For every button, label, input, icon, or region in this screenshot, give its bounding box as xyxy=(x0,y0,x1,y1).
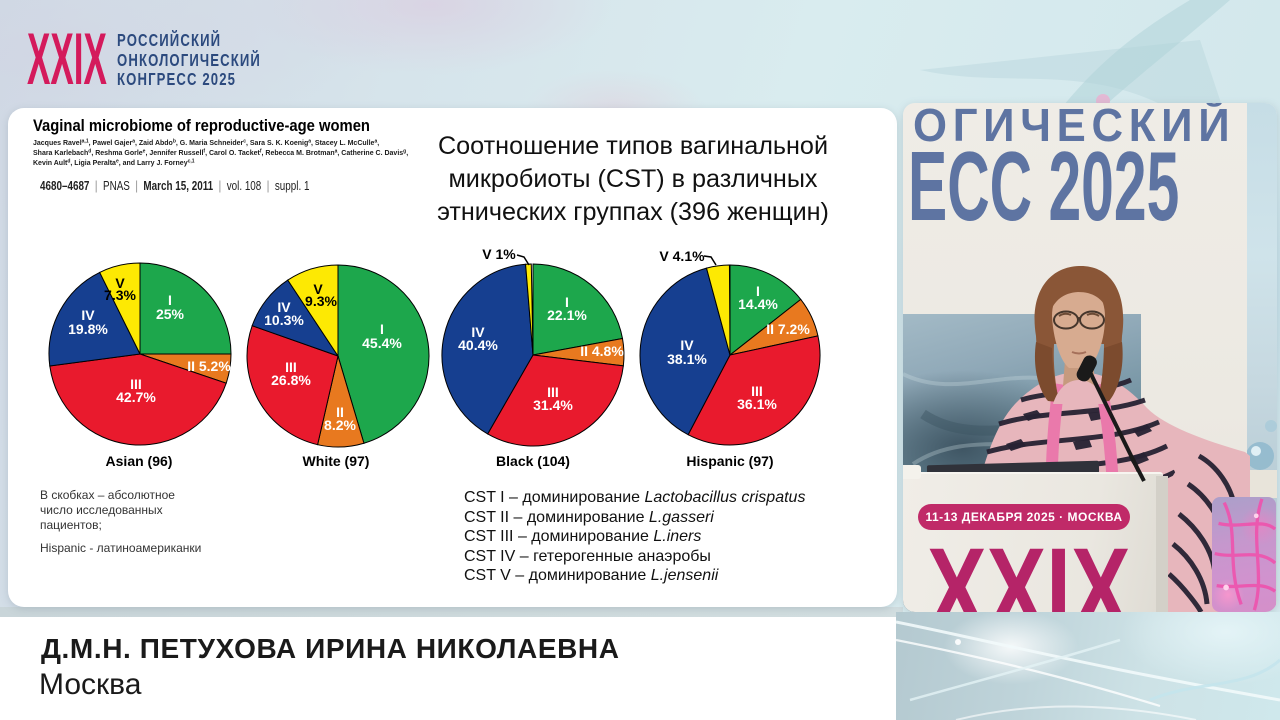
svg-text:10.3%: 10.3% xyxy=(264,312,304,328)
svg-text:III: III xyxy=(285,359,297,375)
svg-text:II: II xyxy=(336,404,344,420)
svg-text:IV: IV xyxy=(277,299,291,315)
svg-text:IV: IV xyxy=(680,337,694,353)
svg-text:White (97): White (97) xyxy=(303,453,370,469)
svg-text:19.8%: 19.8% xyxy=(68,321,108,337)
svg-text:36.1%: 36.1% xyxy=(737,396,777,412)
svg-text:42.7%: 42.7% xyxy=(116,389,156,405)
svg-text:38.1%: 38.1% xyxy=(667,351,707,367)
svg-text:I: I xyxy=(565,294,569,310)
svg-text:V 4.1%: V 4.1% xyxy=(659,248,705,264)
svg-text:22.1%: 22.1% xyxy=(547,307,587,323)
svg-text:Black (104): Black (104) xyxy=(496,453,570,469)
svg-text:Asian (96): Asian (96) xyxy=(106,453,173,469)
svg-text:45.4%: 45.4% xyxy=(362,335,402,351)
svg-text:III: III xyxy=(751,383,763,399)
svg-text:26.8%: 26.8% xyxy=(271,372,311,388)
svg-text:II 4.8%: II 4.8% xyxy=(580,343,624,359)
svg-text:II 7.2%: II 7.2% xyxy=(766,321,810,337)
svg-text:III: III xyxy=(547,384,559,400)
svg-text:I: I xyxy=(380,321,384,337)
svg-text:25%: 25% xyxy=(156,306,185,322)
svg-text:40.4%: 40.4% xyxy=(458,337,498,353)
svg-text:7.3%: 7.3% xyxy=(104,287,136,303)
svg-text:V 1%: V 1% xyxy=(482,246,516,262)
svg-text:V: V xyxy=(115,275,125,291)
svg-text:Hispanic (97): Hispanic (97) xyxy=(686,453,773,469)
svg-text:8.2%: 8.2% xyxy=(324,417,356,433)
svg-text:IV: IV xyxy=(471,324,485,340)
svg-text:IV: IV xyxy=(81,307,95,323)
svg-text:V: V xyxy=(313,281,323,297)
svg-text:III: III xyxy=(130,376,142,392)
svg-text:I: I xyxy=(756,283,760,299)
svg-text:I: I xyxy=(168,292,172,308)
svg-text:31.4%: 31.4% xyxy=(533,397,573,413)
svg-text:II 5.2%: II 5.2% xyxy=(187,358,231,374)
svg-text:9.3%: 9.3% xyxy=(305,293,337,309)
svg-text:14.4%: 14.4% xyxy=(738,296,778,312)
